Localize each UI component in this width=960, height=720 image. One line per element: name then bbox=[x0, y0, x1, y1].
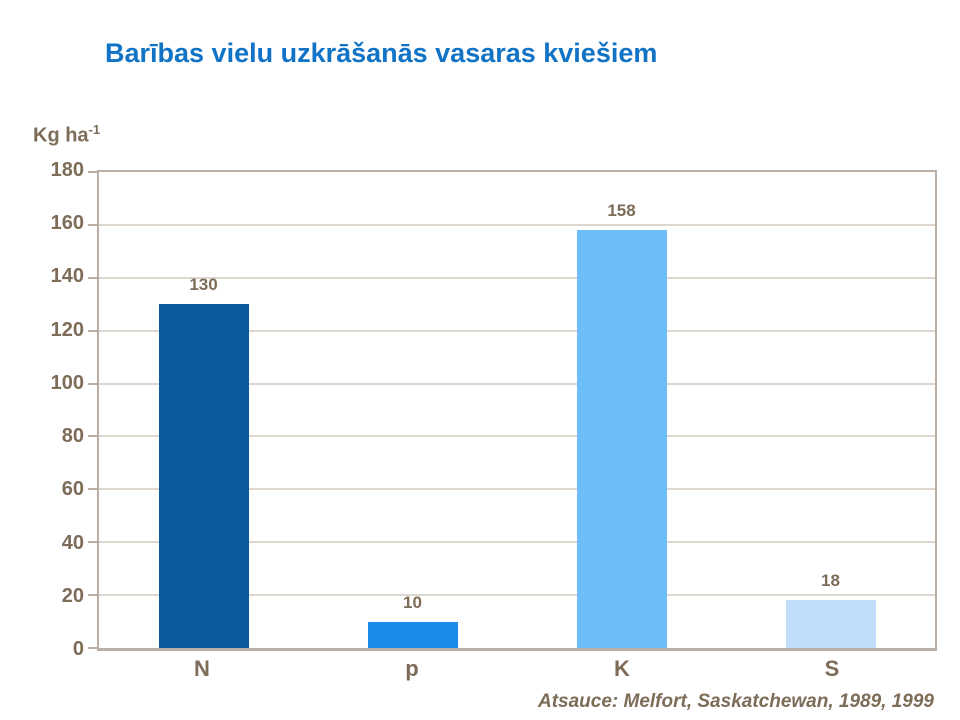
y-axis-tick bbox=[88, 647, 99, 649]
y-axis-tick-label: 180 bbox=[50, 159, 84, 181]
y-axis-tick bbox=[88, 594, 99, 597]
y-axis-tick-label: 40 bbox=[61, 531, 84, 554]
bar-value-label: 158 bbox=[607, 201, 636, 221]
y-axis-tick-label: 160 bbox=[50, 212, 84, 235]
bar-p bbox=[367, 621, 458, 648]
y-axis-tick bbox=[88, 329, 99, 332]
bar-value-label: 18 bbox=[821, 571, 840, 591]
bar-S bbox=[785, 600, 876, 648]
y-axis-tick bbox=[88, 435, 99, 438]
gridline bbox=[99, 223, 935, 226]
x-axis-label-S: S bbox=[824, 656, 840, 681]
y-axis-tick-label: 100 bbox=[50, 371, 84, 394]
x-axis-label-p: p bbox=[405, 656, 419, 681]
y-axis-tick-labels: 0 20 40 60 80 100 120 140 160 180 bbox=[0, 160, 84, 659]
y-axis-tick bbox=[88, 382, 99, 385]
gridline bbox=[99, 488, 935, 491]
chart-title: Barības vielu uzkrāšanās vasaras kviešie… bbox=[105, 38, 658, 68]
gridline bbox=[99, 435, 935, 438]
bar-N bbox=[158, 304, 249, 648]
y-axis-tick bbox=[88, 488, 99, 491]
y-axis-tick bbox=[88, 171, 99, 173]
gridline bbox=[99, 594, 935, 597]
y-axis-tick-label: 60 bbox=[61, 478, 84, 501]
gridline bbox=[99, 329, 935, 332]
gridline bbox=[99, 382, 935, 385]
y-axis-tick-label: 80 bbox=[61, 425, 84, 448]
bar-K bbox=[576, 230, 667, 648]
y-axis-tick bbox=[88, 541, 99, 544]
y-axis-unit-label: Kg ha-1 bbox=[33, 122, 100, 148]
bar-value-label: 130 bbox=[189, 275, 218, 295]
x-axis-label-K: K bbox=[614, 656, 630, 681]
y-axis-unit-text: Kg ha bbox=[33, 124, 89, 147]
y-axis-unit-exponent: -1 bbox=[88, 122, 101, 137]
gridline bbox=[99, 541, 935, 544]
bar-value-label: 10 bbox=[403, 592, 422, 612]
source-annotation: Atsauce: Melfort, Saskatchewan, 1989, 19… bbox=[537, 691, 934, 712]
y-axis-tick-label: 20 bbox=[61, 584, 84, 607]
y-axis-tick bbox=[88, 223, 99, 226]
gridline bbox=[99, 276, 935, 279]
y-axis-tick bbox=[88, 276, 99, 279]
y-axis-tick-label: 140 bbox=[50, 265, 84, 288]
plot-area: 130 10 158 18 bbox=[88, 170, 937, 651]
x-axis-label-N: N bbox=[194, 656, 210, 681]
y-axis-tick-label: 0 bbox=[72, 638, 84, 660]
y-axis-tick-label: 120 bbox=[50, 318, 84, 341]
